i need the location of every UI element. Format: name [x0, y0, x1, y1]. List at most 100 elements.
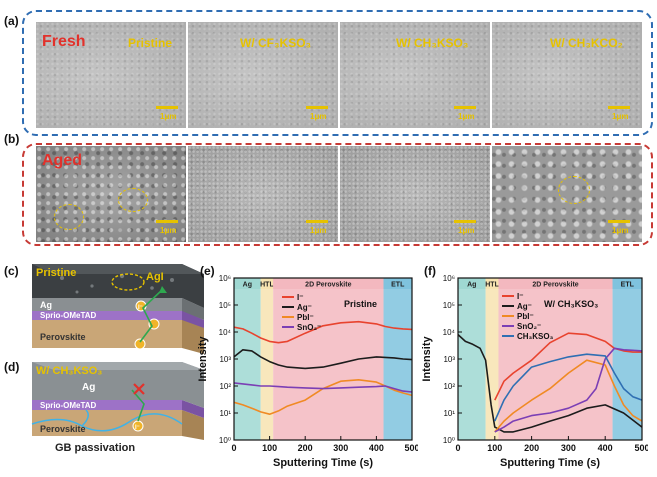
x-tick-label: 500: [634, 443, 648, 453]
legend-label: CH₃KSO₃: [517, 332, 554, 341]
schematic-d-ion: I⁻: [135, 425, 140, 431]
x-tick-label: 100: [262, 443, 277, 453]
region-2d-perovskite: [498, 278, 613, 440]
region-header: [485, 278, 499, 289]
series-line-2: [494, 359, 643, 433]
scale-bar-label: 1μm: [458, 226, 475, 235]
sem-fresh-ch3kso3: W/ CH₃KSO₃ 1μm: [340, 22, 490, 128]
scale-bar-label: 1μm: [458, 112, 475, 121]
scale-bar: [608, 220, 630, 223]
scale-bar-label: 1μm: [612, 226, 629, 235]
chart-title: W/ CH₃KSO₃: [544, 299, 598, 309]
schematic-c-ion: I⁻: [138, 305, 143, 311]
x-tick-label: 400: [598, 443, 613, 453]
series-line-4: [494, 353, 643, 422]
region-label: ETL: [621, 282, 635, 289]
series-line-3: [233, 382, 413, 393]
aged-row-frame: [22, 143, 653, 246]
x-tick-label: 200: [524, 443, 539, 453]
region-ag: [234, 278, 261, 440]
x-tick-label: 100: [487, 443, 502, 453]
y-tick-label: 10⁰: [443, 436, 455, 445]
region-label: Ag: [467, 282, 476, 289]
y-tick-label: 10⁴: [219, 328, 232, 337]
legend-label: SnO₂⁻: [517, 322, 541, 331]
schematic-d-ag: Ag: [82, 382, 95, 393]
legend-label: PbI⁻: [297, 313, 314, 322]
scale-bar-label: 1μm: [160, 112, 177, 121]
y-tick-label: 10³: [219, 355, 231, 364]
region-header: [383, 278, 412, 289]
scale-bar: [608, 106, 630, 109]
schematic-c-agi: AgI: [146, 271, 164, 283]
x-tick-label: 400: [369, 443, 384, 453]
schematic-d-htl: Sprio-OMeTAD: [40, 401, 97, 410]
x-tick-label: 200: [298, 443, 313, 453]
scale-bar-label: 1μm: [160, 226, 177, 235]
y-tick-label: 10⁵: [219, 301, 231, 310]
schematic-c-title: Pristine: [36, 267, 76, 279]
x-tick-label: 300: [561, 443, 576, 453]
sample-label-ch3kso3: W/ CH₃KSO₃: [396, 36, 469, 50]
legend-label: Ag⁻: [297, 303, 312, 312]
panel-label-b: (b): [4, 132, 20, 146]
y-tick-label: 10³: [443, 355, 455, 364]
sem-fresh-cf3kso3: W/ CF₃KSO₃ 1μm: [188, 22, 338, 128]
scale-bar-label: 1μm: [310, 226, 327, 235]
sem-fresh-ch3kco2: W/ CH₃KCO₂ 1μm: [492, 22, 642, 128]
sample-label-cf3kso3: W/ CF₃KSO₃: [240, 36, 312, 50]
region-htl: [260, 278, 274, 440]
scale-bar-label: 1μm: [310, 112, 327, 121]
panel-label-d: (d): [4, 360, 20, 374]
series-line-3: [494, 347, 643, 433]
defect-circle: [558, 176, 590, 204]
region-header: [458, 278, 486, 289]
panel-label-f: (f): [424, 264, 436, 278]
schematic-pristine: Pristine AgI Ag Sprio-OMeTAD Perovskite …: [32, 264, 204, 354]
sem-aged-cf3kso3: 1μm: [188, 146, 338, 242]
region-header: [273, 278, 384, 289]
region-label: HTL: [260, 282, 274, 289]
series-line-1: [457, 334, 643, 433]
schematic-c-htl: Sprio-OMeTAD: [40, 311, 97, 320]
scale-bar: [306, 106, 328, 109]
y-tick-label: 10²: [219, 382, 231, 391]
region-etl: [612, 278, 642, 440]
schematic-c-perovskite: Perovskite: [40, 332, 86, 342]
legend-label: PbI⁻: [517, 312, 534, 321]
fresh-row-label: Fresh: [42, 33, 86, 50]
panel-label-a: (a): [4, 14, 19, 28]
y-tick-label: 10⁶: [219, 274, 231, 283]
region-header: [234, 278, 261, 289]
tof-sims-chart-ch3kso3: Ag HTL 2D Perovskite ETL 0 100 200 300 400 500 10⁰…: [421, 274, 648, 469]
schematic-c-ag: Ag: [40, 300, 52, 310]
legend-label: I⁻: [297, 293, 303, 302]
scale-bar: [306, 220, 328, 223]
series-line-0: [233, 320, 413, 344]
x-axis-label: Sputtering Time (s): [500, 457, 600, 469]
schematic-ch3kso3: W/ CH₃KSO₃ Ag Sprio-OMeTAD Perovskite I⁻: [31, 362, 204, 440]
region-label: HTL: [485, 282, 499, 289]
region-header: [612, 278, 642, 289]
sample-label-pristine: Pristine: [128, 36, 173, 50]
scale-bar: [454, 106, 476, 109]
panel-label-c: (c): [4, 264, 19, 278]
chart-title: Pristine: [344, 299, 377, 309]
x-axis-label: Sputtering Time (s): [273, 457, 373, 469]
tof-sims-chart-pristine: Ag HTL 2D Perovskite ETL 0 100 200 300 400 500 10⁰…: [197, 274, 418, 469]
sem-aged-ch3kso3: 1μm: [340, 146, 490, 242]
legend-label: SnO₂⁻: [297, 323, 321, 332]
scale-bar: [454, 220, 476, 223]
schematic-d-perovskite: Perovskite: [40, 424, 86, 434]
region-label: Ag: [243, 282, 252, 289]
region-header: [498, 278, 613, 289]
schematic-d-title: W/ CH₃KSO₃: [36, 365, 102, 377]
scale-bar: [156, 220, 178, 223]
region-ag: [458, 278, 486, 440]
y-axis-label: Intensity: [421, 336, 433, 382]
legend-label: I⁻: [517, 292, 523, 301]
sem-aged-pristine: Aged 1μm: [36, 146, 186, 242]
x-tick-label: 300: [333, 443, 348, 453]
series-line-0: [494, 332, 642, 401]
legend-label: Ag⁻: [517, 302, 532, 311]
